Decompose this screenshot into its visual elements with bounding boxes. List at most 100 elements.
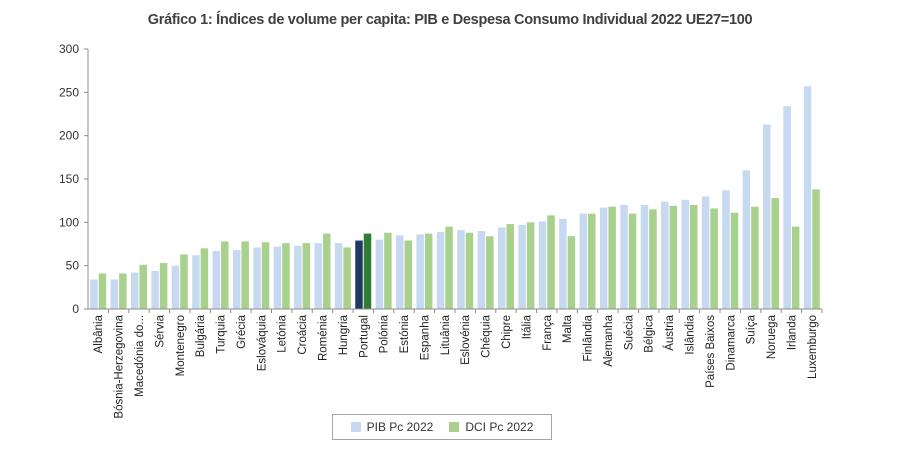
bar-pib-6	[212, 250, 221, 309]
bar-dci-35	[812, 189, 820, 309]
x-category-label: Eslováquia	[256, 314, 268, 371]
x-category-label: Áustria	[663, 314, 676, 350]
x-category-label: Polónia	[379, 314, 391, 353]
chart-title: Gráfico 1: Índices de volume per capita:…	[147, 12, 753, 28]
bar-dci-26	[628, 213, 637, 309]
bar-pib-5	[192, 255, 200, 309]
x-category-label: Sérvia	[154, 314, 166, 347]
x-category-label: Suécia	[623, 314, 635, 350]
bar-dci-12	[343, 247, 351, 309]
bar-pib-34	[783, 106, 791, 309]
x-category-label: Islândia	[684, 314, 696, 354]
bar-pib-19	[477, 231, 486, 309]
bar-pib-4	[171, 265, 180, 309]
bar-dci-31	[730, 212, 739, 309]
legend-label-pib: PIB Pc 2022	[366, 420, 434, 434]
bar-dci-2	[139, 264, 147, 309]
x-category-label: Dinamarca	[725, 314, 737, 370]
legend: PIB Pc 2022 DCI Pc 2022	[332, 414, 552, 440]
bar-pib-31	[722, 190, 730, 309]
y-tick-label: 0	[72, 302, 79, 316]
bar-dci-16	[424, 233, 433, 309]
x-category-label: Estónia	[399, 314, 411, 353]
bar-pib-21	[518, 224, 526, 309]
x-category-label: Chipre	[501, 315, 513, 349]
bar-dci-17	[445, 226, 453, 309]
x-category-label: Luxemburgo	[807, 315, 819, 379]
legend-item-pib: PIB Pc 2022	[350, 420, 434, 434]
bar-dci-11	[322, 233, 331, 309]
bar-dci-30	[710, 208, 718, 309]
x-category-label: Bélgica	[644, 314, 656, 352]
x-category-label: Albânia	[93, 314, 105, 353]
x-category-label: Croácia	[297, 314, 309, 354]
x-axis: Albânia Bósnia-Herzegovina Macedónia do...…	[88, 308, 823, 419]
bar-dci-1	[119, 273, 127, 309]
x-category-label: Roménia	[317, 314, 329, 361]
bar-pib-14	[375, 239, 384, 309]
bar-dci-20	[506, 224, 514, 309]
legend-swatch-dci	[449, 422, 460, 432]
x-category-label: Montenegro	[175, 315, 187, 376]
x-category-label: Bulgária	[195, 314, 207, 357]
y-tick-label: 250	[59, 85, 79, 99]
bar-pib-30	[701, 196, 710, 309]
bar-dci-14	[384, 232, 392, 309]
bar-dci-6	[221, 241, 229, 309]
bar-dci-28	[669, 205, 678, 309]
bar-pib-13	[355, 240, 363, 309]
bar-pib-11	[314, 243, 322, 309]
x-category-label: Espanha	[419, 314, 431, 360]
x-category-label: Turquia	[216, 314, 228, 353]
bar-dci-10	[302, 243, 311, 309]
bar-pib-9	[273, 246, 282, 309]
x-category-label: Irlanda	[786, 314, 798, 350]
bar-dci-34	[791, 226, 800, 309]
bar-pib-29	[681, 199, 689, 309]
bar-dci-18	[465, 232, 474, 309]
bar-pib-3	[151, 270, 159, 309]
bar-dci-8	[261, 242, 270, 309]
bar-dci-22	[547, 215, 555, 309]
legend-item-dci: DCI Pc 2022	[449, 420, 533, 434]
y-axis: 0 50 100 150 200 250 300	[59, 42, 89, 316]
y-tick-label: 50	[66, 259, 80, 273]
bar-pib-25	[599, 207, 608, 309]
x-category-label: Hungria	[338, 314, 350, 355]
bar-dci-3	[159, 263, 168, 309]
x-category-label: Grécia	[236, 314, 248, 348]
x-category-label: Bósnia-Herzegovina	[114, 314, 126, 418]
bar-pib-35	[803, 86, 812, 310]
bar-dci-0	[98, 273, 107, 309]
bar-dci-24	[588, 213, 596, 309]
bar-dci-33	[771, 198, 780, 309]
bar-dci-5	[200, 248, 209, 309]
bar-pib-20	[497, 227, 506, 309]
legend-swatch-pib	[350, 422, 361, 432]
x-category-label: Noruega	[766, 314, 778, 359]
x-category-label: Eslovénia	[460, 314, 472, 364]
bar-pib-24	[579, 213, 588, 309]
bar-pib-2	[130, 272, 139, 309]
bar-dci-9	[282, 243, 290, 309]
x-category-label: Suíça	[746, 314, 758, 344]
bar-dci-19	[486, 236, 494, 309]
bar-dci-25	[608, 206, 616, 309]
x-category-label: Letónia	[277, 314, 289, 352]
x-category-label: Malta	[562, 314, 574, 343]
x-category-label: Países Baixos	[705, 315, 717, 388]
bar-dci-13	[363, 233, 372, 309]
x-category-label: Macedónia do...	[134, 315, 146, 397]
bar-dci-4	[180, 254, 188, 309]
y-tick-label: 150	[59, 172, 79, 186]
x-category-label: França	[542, 314, 554, 350]
bar-pib-8	[253, 247, 261, 309]
bar-pib-17	[436, 231, 445, 309]
bar-pib-7	[232, 250, 241, 309]
bar-dci-27	[649, 209, 657, 309]
bar-dci-7	[241, 241, 249, 309]
bar-pib-15	[396, 235, 404, 309]
bar-dci-23	[567, 236, 576, 309]
x-category-label: Chéquia	[481, 314, 493, 357]
